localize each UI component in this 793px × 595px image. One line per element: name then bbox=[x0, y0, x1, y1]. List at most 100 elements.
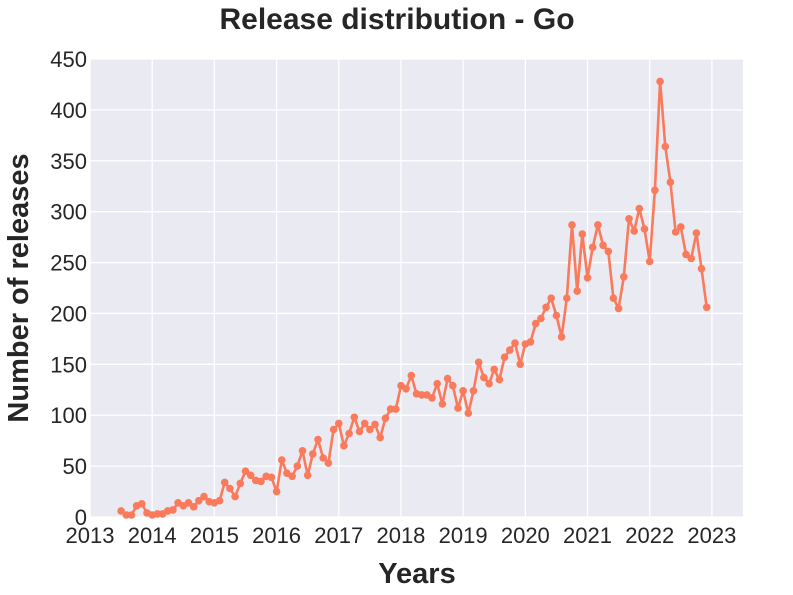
data-point bbox=[474, 358, 483, 367]
data-point bbox=[464, 409, 473, 418]
plot-area bbox=[90, 59, 743, 517]
x-tick-labels: 2013 2014 2015 2016 2017 2018 2019 2020 2021 2022… bbox=[66, 523, 737, 548]
data-point bbox=[153, 510, 162, 518]
data-point bbox=[557, 333, 566, 341]
data-point bbox=[257, 477, 265, 486]
y-tick-label: 0 bbox=[75, 505, 87, 530]
data-point bbox=[573, 287, 581, 295]
data-point bbox=[702, 303, 711, 312]
data-point bbox=[449, 381, 457, 390]
data-point bbox=[604, 247, 613, 256]
data-point bbox=[303, 471, 312, 480]
x-tick-label: 2015 bbox=[190, 523, 239, 548]
data-point bbox=[371, 420, 379, 429]
data-point bbox=[614, 304, 623, 313]
data-point bbox=[309, 450, 317, 458]
data-point bbox=[226, 484, 234, 493]
data-point bbox=[246, 471, 255, 480]
data-point bbox=[526, 338, 535, 346]
data-point bbox=[599, 241, 607, 250]
data-point bbox=[438, 400, 447, 408]
data-point bbox=[542, 303, 550, 312]
data-point bbox=[381, 414, 390, 423]
data-point bbox=[537, 314, 545, 323]
data-point bbox=[682, 250, 690, 259]
data-point bbox=[220, 478, 229, 487]
data-point bbox=[386, 405, 395, 413]
chart-title: Release distribution - Go bbox=[219, 3, 574, 36]
grid-lines bbox=[89, 58, 743, 518]
data-point bbox=[267, 473, 276, 482]
data-point bbox=[117, 507, 125, 515]
data-point bbox=[350, 413, 359, 422]
data-point bbox=[376, 433, 385, 442]
data-point bbox=[661, 142, 670, 151]
data-point bbox=[594, 221, 602, 229]
data-point bbox=[635, 204, 644, 213]
data-point bbox=[138, 500, 146, 508]
data-point bbox=[630, 227, 638, 235]
x-tick-label: 2022 bbox=[625, 523, 674, 548]
data-point bbox=[552, 311, 561, 320]
data-point bbox=[578, 230, 587, 238]
data-point bbox=[329, 425, 338, 434]
data-point bbox=[609, 294, 618, 303]
y-tick-label: 50 bbox=[63, 454, 87, 479]
data-point bbox=[485, 379, 493, 388]
y-tick-label: 350 bbox=[50, 149, 87, 174]
data-point bbox=[511, 339, 519, 347]
data-point bbox=[640, 225, 649, 233]
data-point bbox=[506, 346, 514, 354]
data-point bbox=[697, 264, 706, 273]
data-point bbox=[335, 419, 343, 428]
data-point bbox=[298, 447, 307, 455]
data-point bbox=[625, 215, 633, 223]
x-tick-label: 2016 bbox=[252, 523, 301, 548]
data-point bbox=[231, 492, 239, 501]
x-axis-label: Years bbox=[378, 558, 455, 590]
data-point bbox=[645, 257, 654, 266]
data-point bbox=[490, 365, 499, 374]
y-tick-label: 400 bbox=[50, 98, 87, 123]
data-point bbox=[563, 294, 571, 303]
data-point bbox=[241, 467, 250, 476]
y-tick-label: 200 bbox=[50, 301, 87, 326]
data-point bbox=[417, 391, 426, 399]
y-tick-label: 150 bbox=[50, 352, 87, 377]
x-tick-label: 2023 bbox=[687, 523, 736, 548]
data-point bbox=[195, 496, 203, 505]
data-point bbox=[293, 462, 302, 470]
y-tick-label: 100 bbox=[50, 403, 87, 428]
data-point bbox=[677, 223, 685, 231]
data-point bbox=[443, 374, 452, 383]
data-point bbox=[122, 511, 131, 519]
data-point bbox=[189, 503, 198, 511]
data-point bbox=[666, 178, 675, 186]
y-tick-label: 450 bbox=[50, 47, 87, 72]
data-point bbox=[433, 379, 442, 388]
data-point bbox=[360, 419, 369, 428]
data-point bbox=[516, 360, 524, 369]
data-point bbox=[345, 429, 353, 438]
y-tick-label: 300 bbox=[50, 200, 87, 225]
x-tick-label: 2013 bbox=[66, 523, 115, 548]
x-tick-label: 2018 bbox=[376, 523, 425, 548]
data-point bbox=[583, 274, 592, 282]
data-point bbox=[500, 353, 509, 362]
data-point bbox=[200, 492, 208, 501]
data-point bbox=[588, 243, 597, 252]
data-point bbox=[656, 77, 664, 86]
data-point bbox=[319, 454, 328, 462]
x-tick-label: 2017 bbox=[314, 523, 363, 548]
x-tick-label: 2019 bbox=[439, 523, 488, 548]
data-point bbox=[620, 273, 628, 281]
data-point bbox=[495, 375, 504, 384]
data-point bbox=[547, 294, 555, 303]
data-point bbox=[236, 479, 245, 488]
data-point bbox=[355, 427, 364, 436]
y-axis-label: Number of releases bbox=[3, 153, 35, 422]
data-point bbox=[428, 394, 436, 402]
data-point bbox=[469, 387, 478, 395]
data-point bbox=[407, 371, 416, 380]
